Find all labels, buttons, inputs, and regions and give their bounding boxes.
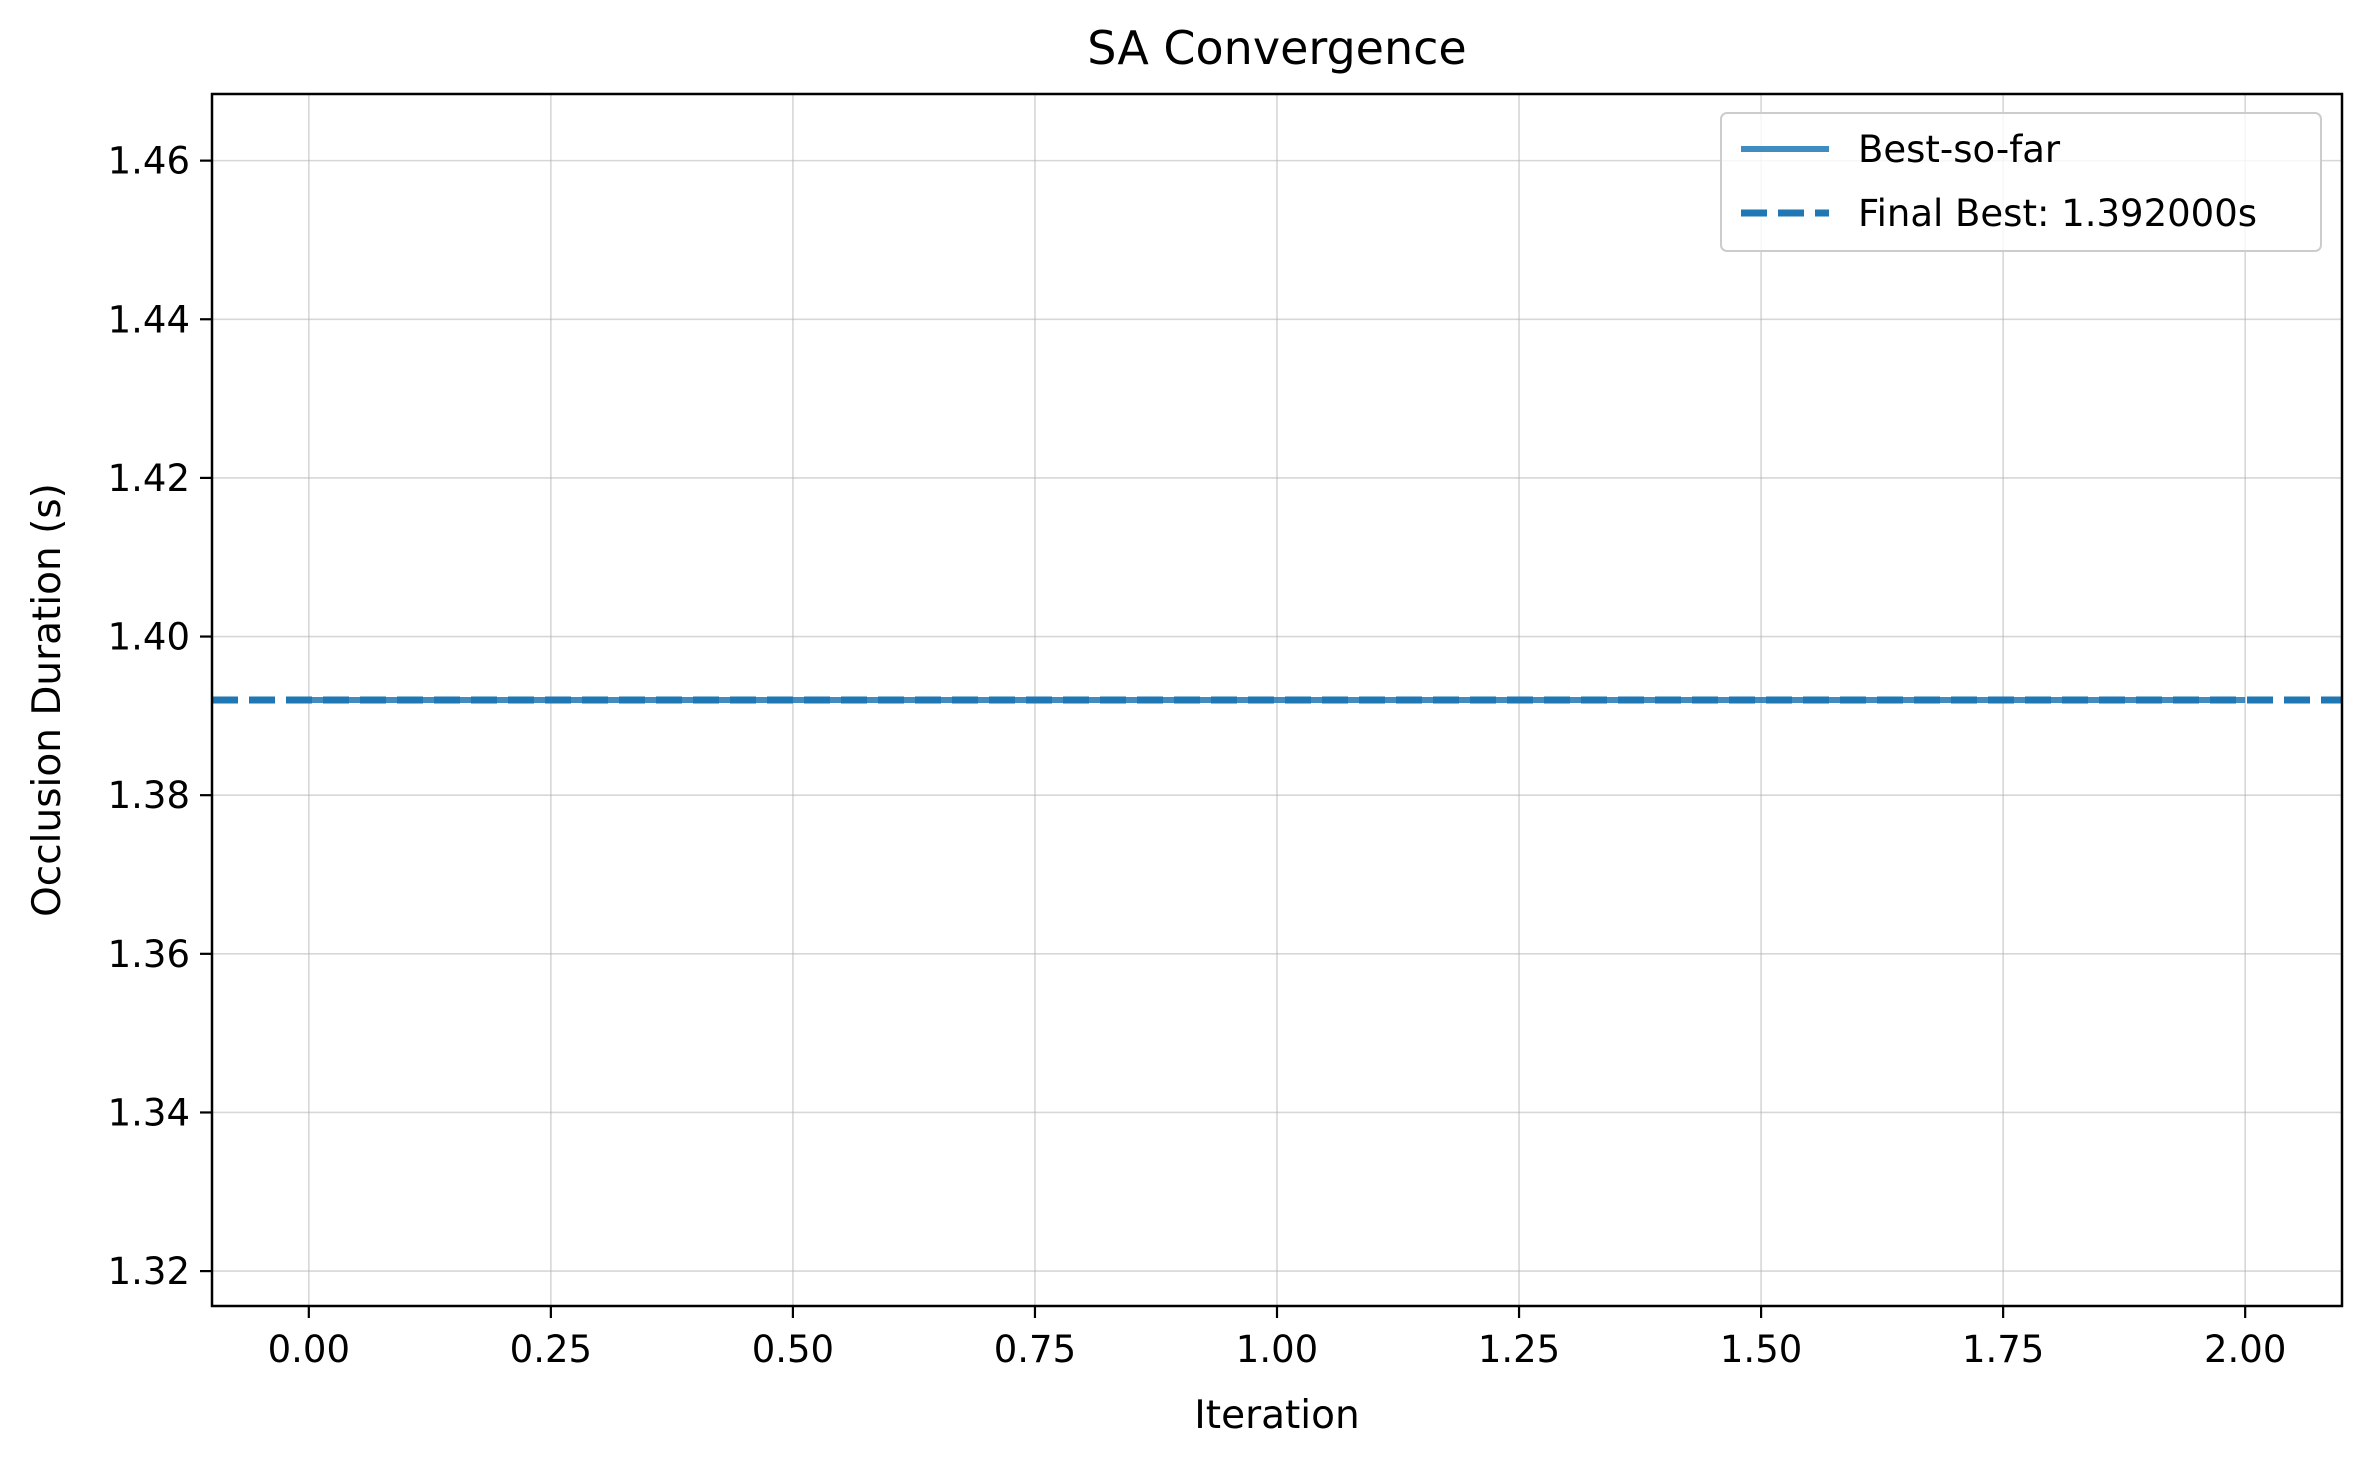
x-tick-label: 1.50	[1720, 1328, 1802, 1371]
y-tick-label: 1.40	[108, 616, 190, 659]
x-tick-label: 1.25	[1478, 1328, 1560, 1371]
y-tick-label: 1.46	[108, 140, 190, 183]
legend-label-best-so-far: Best-so-far	[1858, 128, 2061, 171]
legend-label-final-best: Final Best: 1.392000s	[1858, 192, 2257, 235]
y-tick-label: 1.36	[108, 933, 190, 976]
x-tick-label: 0.25	[510, 1328, 592, 1371]
chart-title: SA Convergence	[1087, 21, 1466, 75]
y-tick-label: 1.44	[108, 298, 190, 341]
x-tick-label: 1.00	[1236, 1328, 1318, 1371]
y-axis-title: Occlusion Duration (s)	[25, 483, 70, 917]
y-tick-label: 1.42	[108, 457, 190, 500]
x-tick-label: 1.75	[1962, 1328, 2044, 1371]
x-axis-title: Iteration	[1194, 1393, 1359, 1438]
x-tick-label: 0.50	[752, 1328, 834, 1371]
y-tick-label: 1.32	[108, 1250, 190, 1293]
legend-box	[1720, 112, 2322, 252]
tick-layer: 0.00 0.25 0.50 0.75 1.00 1.25 1.50 1.75 2.00 1.32…	[108, 140, 2287, 1371]
x-tick-label: 2.00	[2204, 1328, 2286, 1371]
grid-layer	[212, 94, 2342, 1306]
y-tick-label: 1.34	[108, 1091, 190, 1134]
x-tick-label: 0.00	[268, 1328, 350, 1371]
y-tick-label: 1.38	[108, 774, 190, 817]
x-tick-label: 0.75	[994, 1328, 1076, 1371]
legend: Best-so-far Final Best: 1.392000s	[1720, 112, 2322, 252]
